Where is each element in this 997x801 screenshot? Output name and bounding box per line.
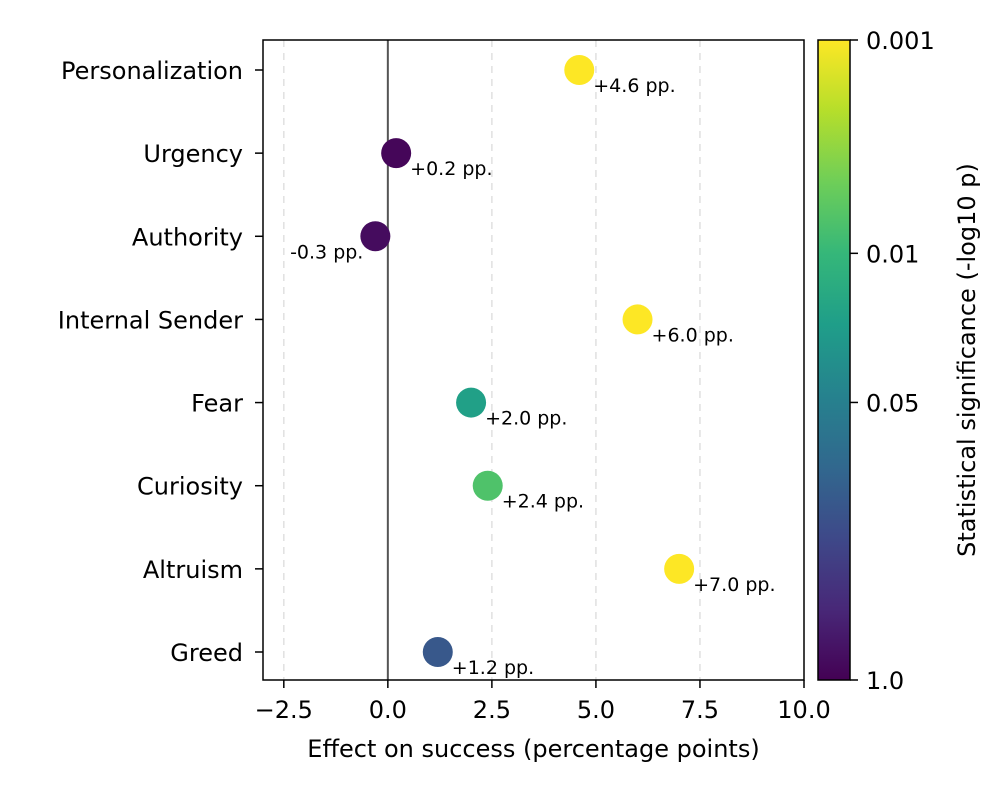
data-point [422,637,453,667]
colorbar: 0.001 0.01 0.05 1.0 Statistical significanc… [817,27,981,695]
x-tick-label: 0.0 [369,696,407,724]
data-label: +7.0 pp. [693,574,775,596]
data-label: +0.2 pp. [410,158,492,180]
data-point [456,387,487,418]
data-label: -0.3 pp. [290,241,363,263]
y-tick-label: Curiosity [137,473,243,501]
y-tick-label: Fear [191,390,243,418]
y-tick-label: Greed [170,639,243,667]
y-tick-label: Urgency [143,140,243,168]
data-point [622,304,653,335]
data-labels: +4.6 pp. +0.2 pp. -0.3 pp. +6.0 pp. +2.0 pp.… [290,75,775,679]
data-point [564,55,595,85]
colorbar-title: Statistical significance (-log10 p) [953,163,981,557]
data-label: +4.6 pp. [593,75,675,97]
colorbar-tick-label: 0.05 [866,389,919,417]
data-label: +2.4 pp. [502,491,584,513]
data-point [664,553,695,584]
grid-lines [283,40,701,680]
colorbar-gradient [817,39,851,681]
colorbar-tick-label: 0.001 [866,27,935,55]
data-label: +2.0 pp. [485,408,567,430]
data-points [360,55,695,667]
x-tick-label: 5.0 [577,696,615,724]
x-axis: −2.5 0.0 2.5 5.0 7.5 10.0 [255,680,831,724]
y-tick-label: Internal Sender [58,306,243,334]
plot-area [262,39,805,681]
y-axis: Personalization Urgency Authority Internal … [58,57,263,667]
colorbar-tick-label: 0.01 [866,240,919,268]
data-point [381,138,412,169]
data-point [360,221,391,252]
y-tick-label: Altruism [143,556,243,584]
x-tick-label: −2.5 [255,696,313,724]
data-label: +1.2 pp. [452,657,534,679]
x-tick-label: 10.0 [777,696,830,724]
x-axis-title: Effect on success (percentage points) [307,735,759,763]
colorbar-tick-label: 1.0 [866,667,904,695]
data-label: +6.0 pp. [652,324,734,346]
data-point [472,470,503,501]
colorbar-ticks: 0.001 0.01 0.05 1.0 [850,27,935,695]
y-tick-label: Authority [132,223,243,251]
x-tick-label: 2.5 [473,696,511,724]
x-tick-label: 7.5 [681,696,719,724]
y-tick-label: Personalization [61,57,243,85]
